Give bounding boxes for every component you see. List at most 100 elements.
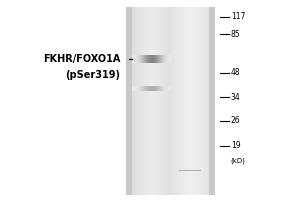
Bar [160,55,161,63]
Bar [155,55,156,63]
Bar [165,86,166,91]
Bar [156,7,157,195]
Bar [161,55,162,63]
Bar [136,86,137,91]
Bar [165,7,166,195]
Bar [138,86,139,91]
Bar [195,7,196,195]
Bar [146,86,147,91]
Bar [182,7,183,195]
Bar [143,86,144,91]
Bar [144,7,145,195]
Bar [169,86,170,91]
Bar [154,7,155,195]
Bar [148,7,150,195]
Bar [157,7,158,195]
Bar [171,7,172,195]
Bar [132,86,133,91]
Bar [147,86,148,91]
Bar [155,86,156,91]
Bar [134,55,135,63]
Bar [138,55,139,63]
Bar [142,7,143,195]
Bar [156,86,157,91]
Bar [188,7,189,195]
Bar [175,7,176,195]
Bar [150,86,151,91]
Bar [140,86,141,91]
Bar [186,7,187,195]
Bar [135,7,136,195]
Bar [153,55,154,63]
Bar [192,7,193,195]
Bar [141,7,142,195]
Bar [145,55,146,63]
Text: 34: 34 [231,93,241,102]
Bar [146,55,147,63]
Bar [193,7,194,195]
Text: FKHR/FOXO1A: FKHR/FOXO1A [43,54,120,64]
Bar [139,7,140,195]
Bar [171,7,209,195]
Bar [166,86,167,91]
Bar [168,86,169,91]
Bar [141,86,142,91]
Bar [161,7,162,195]
Bar [134,7,135,195]
Bar [143,7,144,195]
Bar [132,7,171,195]
Bar [183,7,184,195]
Bar [168,7,169,195]
Bar [157,86,158,91]
Bar [163,7,164,195]
Bar [147,7,148,195]
Bar [137,7,138,195]
Bar [153,7,154,195]
Bar [166,55,167,63]
Bar [155,7,156,195]
Bar [184,7,185,195]
Bar [174,7,175,195]
Bar [159,55,160,63]
Bar [204,7,205,195]
Bar [202,7,203,195]
Bar [194,7,195,195]
Bar [135,55,136,63]
Bar [165,55,166,63]
Bar [173,7,174,195]
Bar [170,86,171,91]
Bar [151,7,152,195]
Bar [167,86,168,91]
Bar [142,86,143,91]
Bar [153,86,154,91]
Bar [152,7,153,195]
Bar [134,86,135,91]
Bar [177,7,178,195]
Bar [154,55,155,63]
Bar [178,7,179,195]
Bar [168,55,169,63]
Bar [136,7,137,195]
Bar [138,7,139,195]
Bar [158,7,159,195]
Bar [187,7,188,195]
Text: 26: 26 [231,116,241,125]
Bar [144,86,145,91]
Bar [162,86,163,91]
Bar [149,55,150,63]
Bar [167,7,168,195]
Bar [150,7,151,195]
Bar [164,7,165,195]
Bar [162,55,163,63]
Bar [151,86,152,91]
Bar [133,55,134,63]
Bar [142,55,143,63]
Bar [150,55,151,63]
Bar [149,86,150,91]
Text: (kD): (kD) [231,157,246,164]
Bar [191,7,192,195]
Bar [133,86,134,91]
Bar [164,55,165,63]
Bar [163,86,164,91]
Bar [146,7,147,195]
